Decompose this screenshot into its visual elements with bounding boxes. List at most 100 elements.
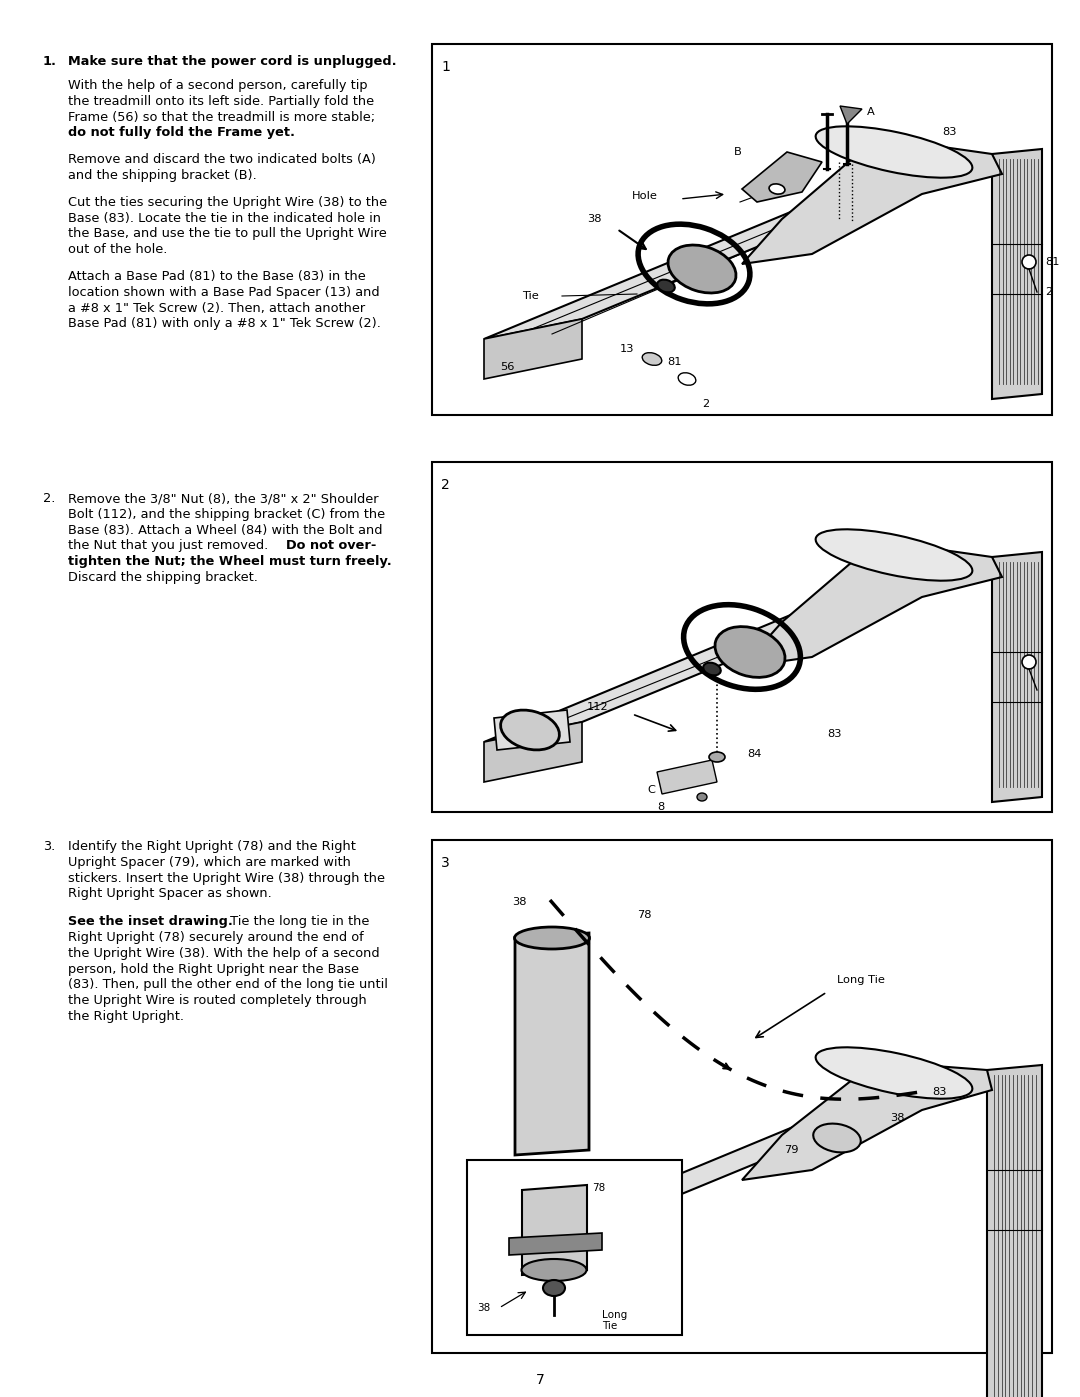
Text: Base Pad (81) with only a #8 x 1" Tek Screw (2).: Base Pad (81) with only a #8 x 1" Tek Sc… (68, 317, 381, 331)
Text: See the inset drawing.: See the inset drawing. (68, 915, 233, 928)
Text: Base (83). Attach a Wheel (84) with the Bolt and: Base (83). Attach a Wheel (84) with the … (68, 524, 382, 536)
Polygon shape (987, 1065, 1042, 1397)
Text: 2: 2 (702, 400, 710, 409)
Text: 13: 13 (620, 344, 635, 353)
Text: Base (83). Locate the tie in the indicated hole in: Base (83). Locate the tie in the indicat… (68, 211, 381, 225)
Text: C: C (647, 785, 654, 795)
Ellipse shape (658, 279, 675, 292)
Polygon shape (840, 106, 862, 124)
Text: B: B (734, 147, 742, 156)
Text: 2: 2 (441, 478, 449, 492)
Text: Discard the shipping bracket.: Discard the shipping bracket. (68, 571, 258, 584)
Polygon shape (515, 933, 589, 1155)
Ellipse shape (678, 373, 696, 386)
Text: Make sure that the power cord is unplugged.: Make sure that the power cord is unplugg… (68, 54, 396, 68)
Ellipse shape (1022, 256, 1036, 270)
Polygon shape (742, 548, 1002, 666)
Text: 2: 2 (1045, 286, 1052, 298)
Text: Right Upright (78) securely around the end of: Right Upright (78) securely around the e… (68, 930, 364, 944)
Bar (432, 840, 1052, 1354)
Text: 112: 112 (588, 703, 609, 712)
Text: 38: 38 (512, 897, 527, 907)
Text: location shown with a Base Pad Spacer (13) and: location shown with a Base Pad Spacer (1… (68, 286, 380, 299)
Text: 3: 3 (441, 856, 449, 870)
Ellipse shape (715, 627, 785, 678)
Text: Bolt (112), and the shipping bracket (C) from the: Bolt (112), and the shipping bracket (C)… (68, 507, 386, 521)
Ellipse shape (543, 1280, 565, 1296)
Text: Remove and discard the two indicated bolts (A): Remove and discard the two indicated bol… (68, 154, 376, 166)
Bar (467, 1160, 681, 1336)
Text: and the shipping bracket (B).: and the shipping bracket (B). (68, 169, 257, 182)
Text: 3.: 3. (43, 840, 55, 854)
Text: 38: 38 (588, 214, 602, 224)
Text: Upright Spacer (79), which are marked with: Upright Spacer (79), which are marked wi… (68, 856, 351, 869)
Ellipse shape (813, 1123, 861, 1153)
Text: 38: 38 (477, 1303, 490, 1313)
Polygon shape (484, 319, 582, 379)
Polygon shape (742, 144, 1002, 264)
Text: 78: 78 (637, 909, 651, 921)
Text: Tie the long tie in the: Tie the long tie in the (226, 915, 369, 928)
Text: 83: 83 (942, 127, 957, 137)
Ellipse shape (643, 352, 662, 366)
Text: Long Tie: Long Tie (837, 975, 885, 985)
Ellipse shape (522, 1259, 586, 1281)
Text: Hole: Hole (632, 191, 658, 201)
Text: Right Upright Spacer as shown.: Right Upright Spacer as shown. (68, 887, 272, 901)
Bar (432, 43, 1052, 415)
Ellipse shape (708, 752, 725, 761)
Text: the Upright Wire (38). With the help of a second: the Upright Wire (38). With the help of … (68, 947, 380, 960)
Text: Identify the Right Upright (78) and the Right: Identify the Right Upright (78) and the … (68, 840, 356, 854)
Polygon shape (484, 583, 922, 742)
Text: 7: 7 (536, 1373, 544, 1387)
Bar (432, 462, 1052, 812)
Polygon shape (522, 1185, 588, 1275)
Text: the Right Upright.: the Right Upright. (68, 1010, 184, 1023)
Polygon shape (657, 760, 717, 793)
Ellipse shape (514, 928, 590, 949)
Text: the Upright Wire is routed completely through: the Upright Wire is routed completely th… (68, 995, 367, 1007)
Text: Remove the 3/8" Nut (8), the 3/8" x 2" Shoulder: Remove the 3/8" Nut (8), the 3/8" x 2" S… (68, 492, 378, 504)
Text: 79: 79 (784, 1146, 798, 1155)
Text: 83: 83 (827, 729, 841, 739)
Text: a #8 x 1" Tek Screw (2). Then, attach another: a #8 x 1" Tek Screw (2). Then, attach an… (68, 302, 365, 314)
Text: A: A (867, 108, 875, 117)
Text: 78: 78 (592, 1183, 605, 1193)
Polygon shape (993, 552, 1042, 802)
Polygon shape (993, 149, 1042, 400)
Text: person, hold the Right Upright near the Base: person, hold the Right Upright near the … (68, 963, 359, 975)
Ellipse shape (697, 793, 707, 800)
Polygon shape (494, 710, 570, 750)
Text: Long: Long (602, 1310, 627, 1320)
Text: Frame (56) so that the treadmill is more stable;: Frame (56) so that the treadmill is more… (68, 110, 375, 123)
Text: do not fully fold the Frame yet.: do not fully fold the Frame yet. (68, 126, 295, 140)
Ellipse shape (669, 244, 735, 293)
Text: the Nut that you just removed.: the Nut that you just removed. (68, 539, 272, 552)
Text: 8: 8 (657, 802, 664, 812)
Text: 1.: 1. (43, 54, 57, 68)
Text: Attach a Base Pad (81) to the Base (83) in the: Attach a Base Pad (81) to the Base (83) … (68, 270, 366, 284)
Text: Tie: Tie (602, 1322, 618, 1331)
Ellipse shape (769, 184, 785, 194)
Polygon shape (509, 1234, 602, 1255)
Text: 83: 83 (932, 1087, 946, 1097)
Text: Do not over-: Do not over- (286, 539, 376, 552)
Text: 38: 38 (890, 1113, 905, 1123)
Text: 81: 81 (1045, 257, 1059, 267)
Ellipse shape (703, 662, 720, 675)
Ellipse shape (815, 529, 972, 581)
Text: 81: 81 (667, 358, 681, 367)
Text: out of the hole.: out of the hole. (68, 243, 167, 256)
Polygon shape (484, 722, 582, 782)
Text: 84: 84 (747, 749, 761, 759)
Polygon shape (742, 152, 822, 203)
Text: Tie: Tie (522, 291, 539, 300)
Ellipse shape (1022, 655, 1036, 669)
Ellipse shape (815, 1048, 972, 1098)
Ellipse shape (501, 710, 559, 750)
Text: Cut the ties securing the Upright Wire (38) to the: Cut the ties securing the Upright Wire (… (68, 196, 387, 208)
Polygon shape (484, 1095, 922, 1255)
Polygon shape (742, 1065, 993, 1180)
Text: With the help of a second person, carefully tip: With the help of a second person, carefu… (68, 80, 367, 92)
Text: (83). Then, pull the other end of the long tie until: (83). Then, pull the other end of the lo… (68, 978, 388, 992)
